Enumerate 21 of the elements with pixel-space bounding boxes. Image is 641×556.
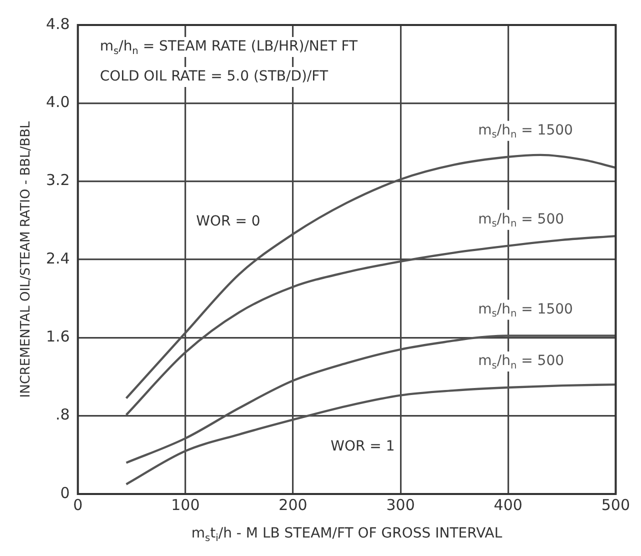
- y-tick-label: 3.2: [46, 171, 70, 190]
- annotation: WOR = 1: [330, 438, 395, 455]
- annotation: WOR = 0: [196, 214, 260, 230]
- x-tick-label: 500: [601, 496, 630, 514]
- line-series: [125, 334, 616, 464]
- x-tick-label: 100: [171, 496, 200, 514]
- x-tick-label: 0: [73, 496, 83, 514]
- line-series: [125, 383, 616, 486]
- y-tick-label: 4.0: [46, 93, 70, 112]
- y-tick-label: 1.6: [46, 328, 70, 346]
- x-tick-label: 200: [278, 496, 308, 514]
- y-tick-label: .8: [56, 406, 70, 424]
- annotation: COLD OIL RATE = 5.0 (STB/D)/FT: [100, 68, 328, 85]
- y-tick-label: 2.4: [46, 249, 70, 268]
- y-axis-title: INCREMENTAL OIL/STEAM RATIO - BBL/BBL: [18, 120, 34, 398]
- line-series: [125, 154, 616, 400]
- y-tick-label: 4.8: [46, 14, 70, 33]
- line-series: [125, 234, 616, 416]
- x-tick-label: 400: [494, 496, 522, 514]
- y-tick-label: 0: [60, 484, 70, 502]
- x-tick-label: 300: [386, 496, 415, 514]
